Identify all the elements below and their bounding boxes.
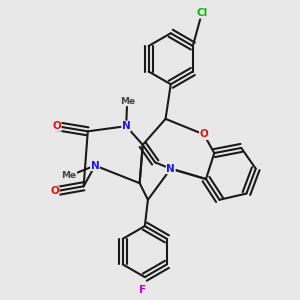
- Text: Me: Me: [61, 171, 77, 180]
- Text: N: N: [122, 121, 130, 131]
- Text: Me: Me: [120, 97, 135, 106]
- Text: O: O: [200, 129, 208, 140]
- Text: O: O: [50, 187, 59, 196]
- Text: F: F: [139, 285, 146, 295]
- Text: O: O: [52, 121, 61, 131]
- Text: N: N: [167, 164, 175, 174]
- Text: Cl: Cl: [196, 8, 208, 18]
- Text: N: N: [91, 160, 99, 171]
